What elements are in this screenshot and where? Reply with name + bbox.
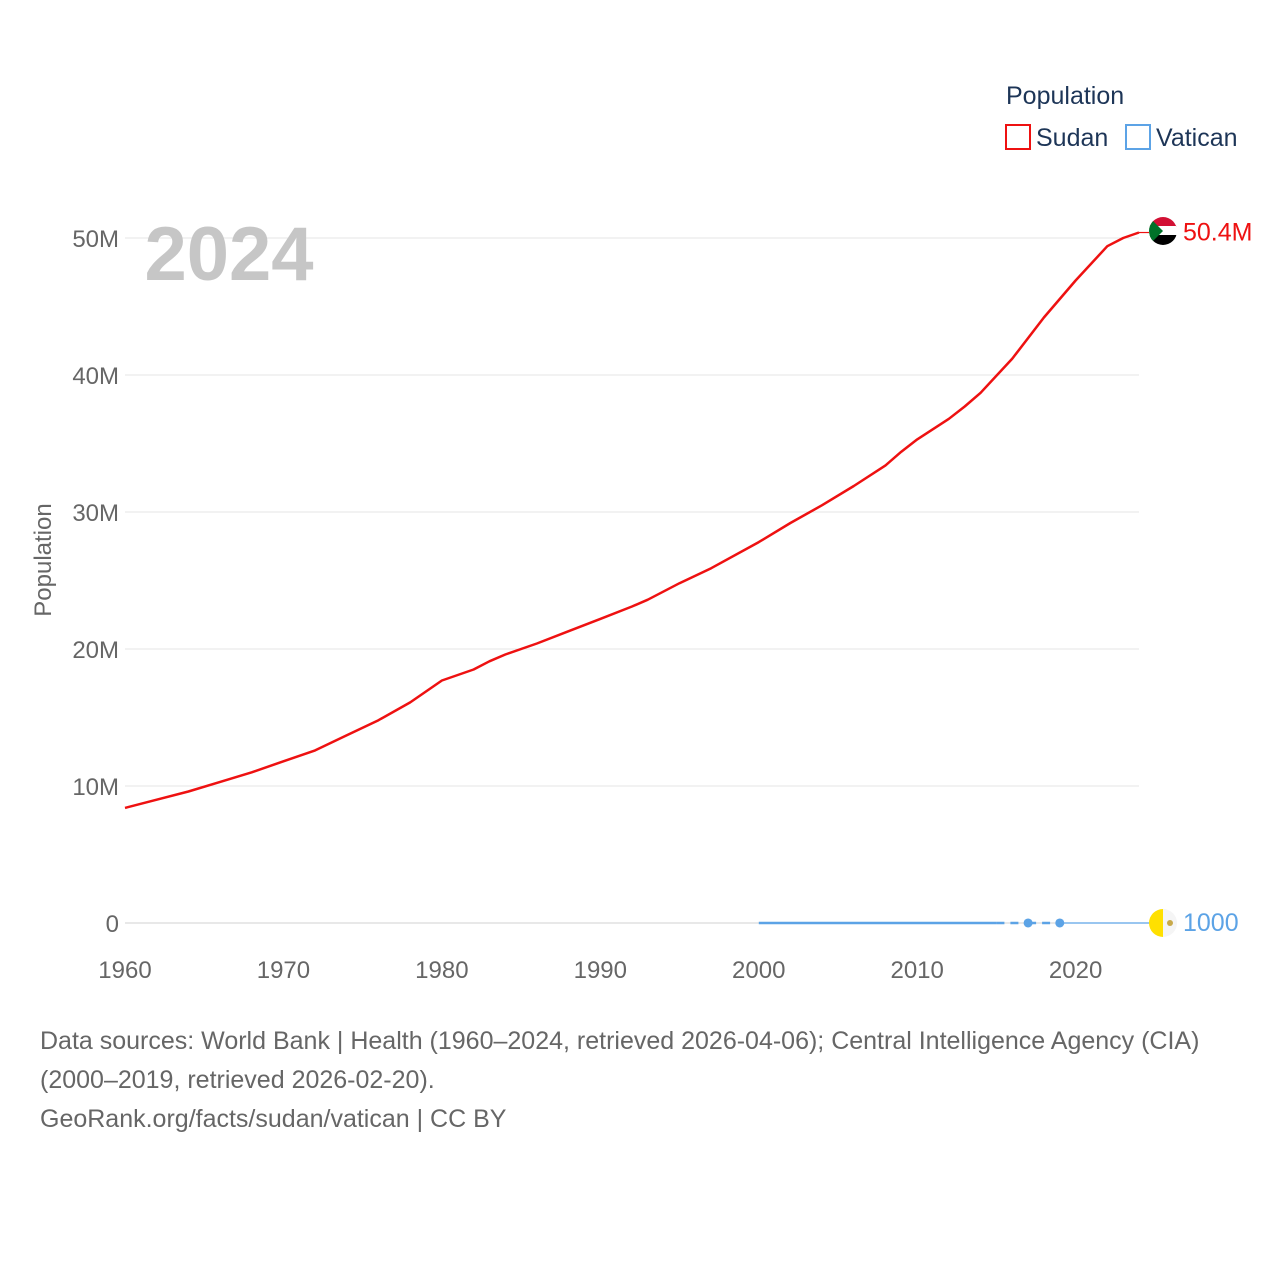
x-tick-label: 2000 (732, 957, 785, 984)
data-point-vatican[interactable] (1023, 918, 1033, 928)
y-tick-label: 0 (106, 911, 119, 938)
x-tick-label: 1960 (98, 957, 151, 984)
legend-label-vatican: Vatican (1156, 124, 1238, 152)
attribution-link[interactable]: GeoRank.org/facts/sudan/vatican | CC BY (40, 1105, 507, 1133)
population-chart: 0 10M 20M 30M 40M 50M 1960 1970 1980 1990 2000 201… (30, 82, 1252, 984)
y-tick-label: 20M (72, 637, 119, 664)
grid-lines (125, 237, 1139, 924)
x-tick-label: 2010 (890, 957, 943, 984)
end-label-sudan: 50.4M (1183, 219, 1252, 247)
legend-item-sudan[interactable]: Sudan (1005, 124, 1108, 152)
x-tick-label: 2020 (1049, 957, 1102, 984)
x-tick-label: 1970 (257, 957, 310, 984)
y-tick-label: 30M (72, 500, 119, 527)
end-label-vatican: 1000 (1183, 909, 1239, 937)
series-line-sudan[interactable] (124, 231, 1140, 810)
legend-item-vatican[interactable]: Vatican (1125, 124, 1238, 152)
x-tick-label: 1980 (415, 957, 468, 984)
sources-text: Data sources: World Bank | Health (1960–… (40, 1027, 1200, 1094)
legend-label-sudan: Sudan (1036, 124, 1108, 152)
data-sources: Data sources: World Bank | Health (1960–… (40, 1022, 1250, 1139)
x-axis-ticks: 1960 1970 1980 1990 2000 2010 2020 (98, 957, 1102, 984)
end-labels: 50.4M 1000 (1183, 219, 1252, 937)
y-tick-label: 40M (72, 363, 119, 390)
y-axis-label: Population (30, 503, 57, 616)
legend: Population Sudan Vatican (1005, 82, 1238, 152)
vatican-flag-icon (1149, 909, 1177, 937)
year-watermark: 2024 (144, 212, 313, 297)
legend-swatch-vatican (1125, 124, 1151, 150)
end-flags (1149, 217, 1177, 937)
sudan-flag-icon (1149, 217, 1177, 245)
legend-swatch-sudan (1005, 124, 1031, 150)
y-tick-label: 10M (72, 774, 119, 801)
y-axis-ticks: 0 10M 20M 30M 40M 50M (72, 226, 119, 938)
y-tick-label: 50M (72, 226, 119, 253)
series-lines (124, 231, 1149, 928)
legend-title: Population (1006, 82, 1124, 110)
x-tick-label: 1990 (574, 957, 627, 984)
